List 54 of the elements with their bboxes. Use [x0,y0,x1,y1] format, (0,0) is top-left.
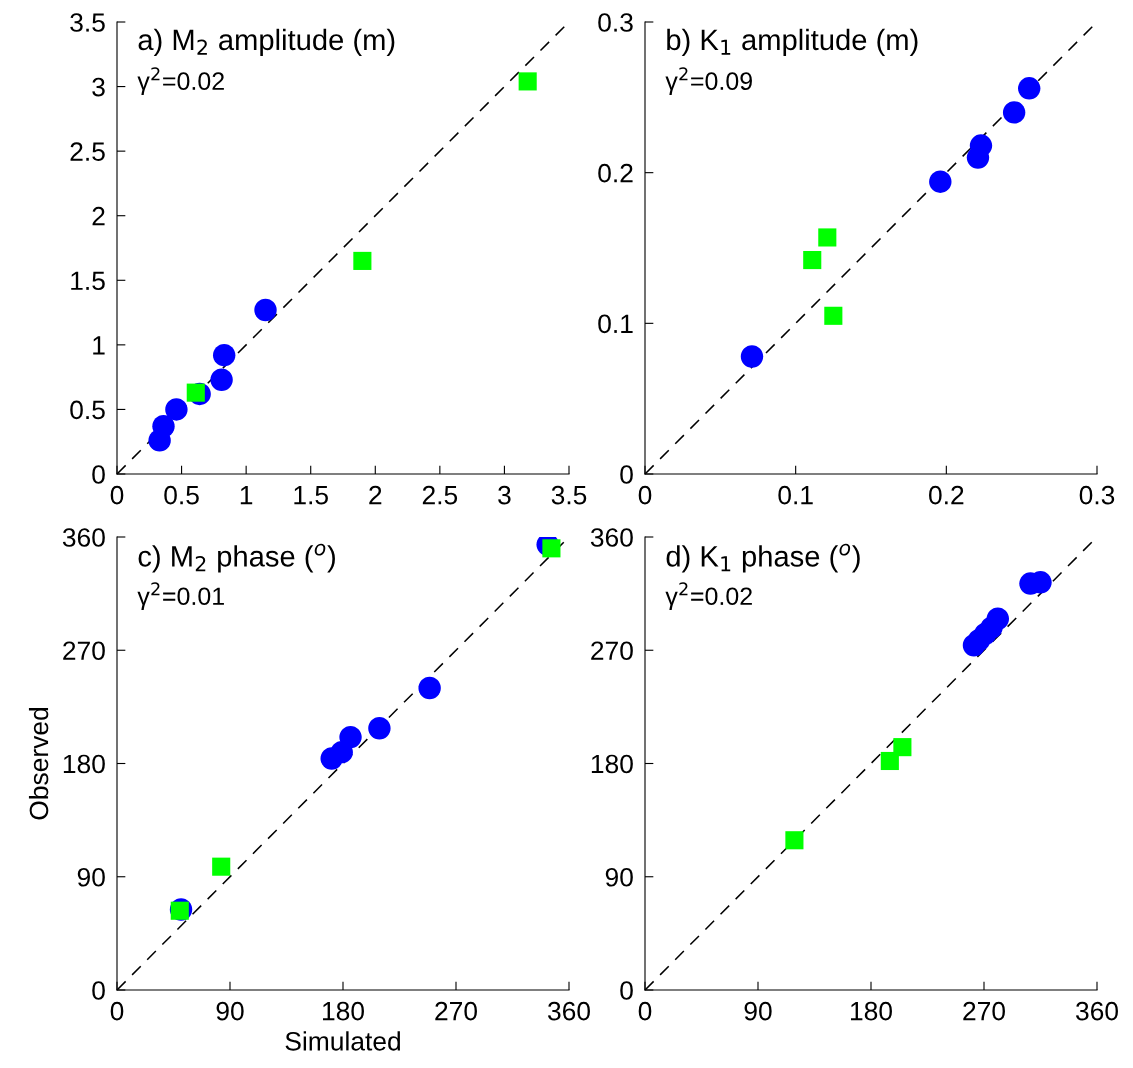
y-tick-label: 90 [77,867,105,887]
x-axis-title: Simulated [285,1031,400,1051]
y-tick-label: 3.5 [70,13,105,32]
y-tick-label: 270 [591,641,633,661]
y-tick-label: 0.1 [598,314,633,334]
x-tick-label: 3 [498,485,511,505]
x-tick-label: 0 [110,1001,124,1021]
y-tick-label: 2 [92,206,105,226]
y-axis-title: Observed [28,707,49,820]
x-tick-label: 0.5 [164,485,199,505]
y-tick-label: 2.5 [70,142,105,161]
x-tick-label: 270 [963,1001,1005,1021]
x-tick-label: 3.5 [551,485,587,505]
x-tick-label: 360 [1075,1001,1118,1021]
x-tick-label: 0 [638,1001,652,1021]
x-tick-label: 180 [323,1001,364,1021]
y-tick-label: 1.5 [71,271,105,291]
y-tick-label: 1 [93,336,105,355]
y-tick-label: 360 [62,528,105,547]
x-tick-label: 0.1 [778,485,813,505]
x-tick-label: 360 [547,1001,590,1021]
annotation: γ$^{2}$=0.09 [665,67,752,95]
y-tick-label: 3 [92,77,105,97]
annotation: γ$^{2}$=0.01 [137,582,224,611]
x-tick-label: 0 [638,485,652,505]
chart-title: c) M$_{2}$ phase ($^{o}$) [138,543,335,573]
y-tick-label: 90 [605,867,633,887]
y-tick-label: 0.5 [70,400,105,420]
y-tick-label: 0 [92,465,105,484]
y-tick-label: 0 [620,981,633,1000]
x-tick-label: 0.2 [929,485,964,505]
x-tick-label: 90 [216,1001,244,1021]
x-tick-label: 180 [851,1001,892,1021]
x-tick-label: 90 [744,1001,772,1021]
x-tick-label: 0.3 [1079,485,1115,505]
x-tick-label: 0 [110,485,124,505]
y-tick-label: 180 [63,754,105,774]
y-tick-label: 0 [92,981,105,1000]
x-tick-label: 2 [369,485,382,505]
annotation: γ$^{2}$=0.02 [137,67,224,95]
x-tick-label: 1.5 [294,486,328,505]
y-tick-label: 0.3 [598,13,633,32]
y-tick-label: 360 [590,528,633,547]
annotation: γ$^{2}$=0.02 [665,582,752,611]
y-tick-label: 0 [620,465,633,484]
x-tick-label: 2.5 [422,485,458,505]
y-tick-label: 270 [63,641,105,661]
y-tick-label: 180 [591,754,633,774]
chart-title: d) K$_{1}$ phase ($^{o}$) [666,543,860,573]
x-tick-label: 1 [240,486,253,505]
chart-title: a) M$_{2}$ amplitude (m) [138,28,395,56]
x-tick-label: 270 [435,1001,477,1021]
y-tick-label: 0.2 [598,163,633,183]
chart-title: b) K$_{1}$ amplitude (m) [667,28,918,56]
